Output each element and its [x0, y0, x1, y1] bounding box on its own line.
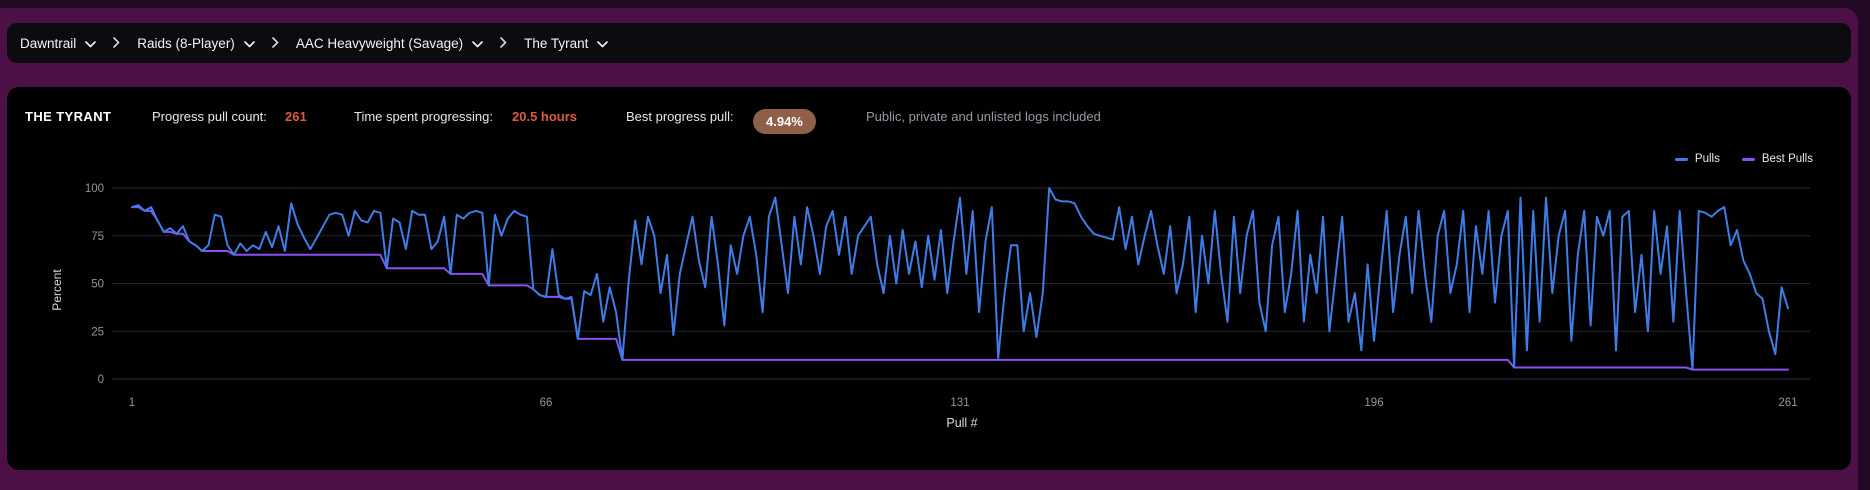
- x-tick-label: 196: [1364, 397, 1383, 409]
- boss-name: THE TYRANT: [25, 109, 112, 124]
- y-axis-title: Percent: [50, 269, 64, 311]
- y-tick-label: 75: [91, 231, 104, 243]
- progress-chart[interactable]: 0 25 50 75 100 1 66 131 196 261: [7, 87, 1851, 470]
- breadcrumb-raid-dropdown[interactable]: AAC Heavyweight (Savage): [296, 36, 483, 51]
- best-pulls-line-swatch: [1741, 157, 1755, 161]
- time-spent-value: 20.5 hours: [512, 109, 578, 124]
- breadcrumb-boss-dropdown[interactable]: The Tyrant: [524, 35, 609, 51]
- best-progress-label: Best progress pull:: [626, 109, 734, 124]
- chevron-right-icon: [500, 36, 507, 51]
- breadcrumb-label-boss: The Tyrant: [524, 35, 589, 51]
- x-tick-label: 1: [129, 397, 135, 409]
- breadcrumb-expansion-dropdown[interactable]: Dawntrail: [20, 35, 97, 51]
- logs-included-note: Public, private and unlisted logs includ…: [866, 109, 1101, 124]
- time-spent-label: Time spent progressing:: [354, 109, 493, 124]
- breadcrumb-label-raidtype: Raids (8-Player): [137, 35, 235, 51]
- breadcrumb-label-raid: AAC Heavyweight (Savage): [295, 35, 464, 51]
- chevron-down-icon: [244, 36, 255, 51]
- page-panel: Dawntrail Raids (8-Player) AAC Heavyweig…: [0, 8, 1858, 490]
- x-tick-label: 131: [950, 397, 969, 409]
- breadcrumb-label-expansion: Dawntrail: [20, 35, 77, 51]
- x-tick-label: 66: [540, 397, 553, 409]
- y-tick-label: 50: [91, 279, 104, 291]
- chevron-down-icon: [472, 36, 483, 51]
- progress-card: THE TYRANT Progress pull count: 261 Time…: [7, 87, 1851, 470]
- legend-label-best-pulls: Best Pulls: [1761, 153, 1813, 165]
- best-pulls-line: [131, 206, 1789, 371]
- legend-item-pulls[interactable]: Pulls: [1674, 153, 1720, 165]
- breadcrumb: Dawntrail Raids (8-Player) AAC Heavyweig…: [7, 23, 1851, 63]
- x-axis-title: Pull #: [946, 416, 978, 430]
- pull-count-label: Progress pull count:: [152, 109, 267, 124]
- breadcrumb-raidtype-dropdown[interactable]: Raids (8-Player): [137, 36, 255, 51]
- card-header: THE TYRANT Progress pull count: 261 Time…: [7, 87, 1851, 147]
- chevron-down-icon: [597, 36, 609, 51]
- y-tick-label: 0: [98, 374, 104, 386]
- chevron-right-icon: [113, 36, 120, 51]
- pull-count-value: 261: [285, 109, 307, 124]
- x-tick-label: 261: [1778, 397, 1797, 409]
- legend-item-best-pulls[interactable]: Best Pulls: [1741, 153, 1813, 165]
- best-progress-badge: 4.94%: [753, 109, 816, 134]
- y-tick-label: 25: [91, 326, 104, 338]
- chevron-right-icon: [272, 36, 279, 51]
- chart-legend: Pulls Best Pulls: [1674, 153, 1813, 165]
- y-tick-label: 100: [85, 183, 104, 195]
- pulls-line-swatch: [1674, 157, 1688, 161]
- legend-label-pulls: Pulls: [1694, 153, 1720, 165]
- pulls-line: [131, 187, 1789, 371]
- chevron-down-icon: [85, 36, 97, 51]
